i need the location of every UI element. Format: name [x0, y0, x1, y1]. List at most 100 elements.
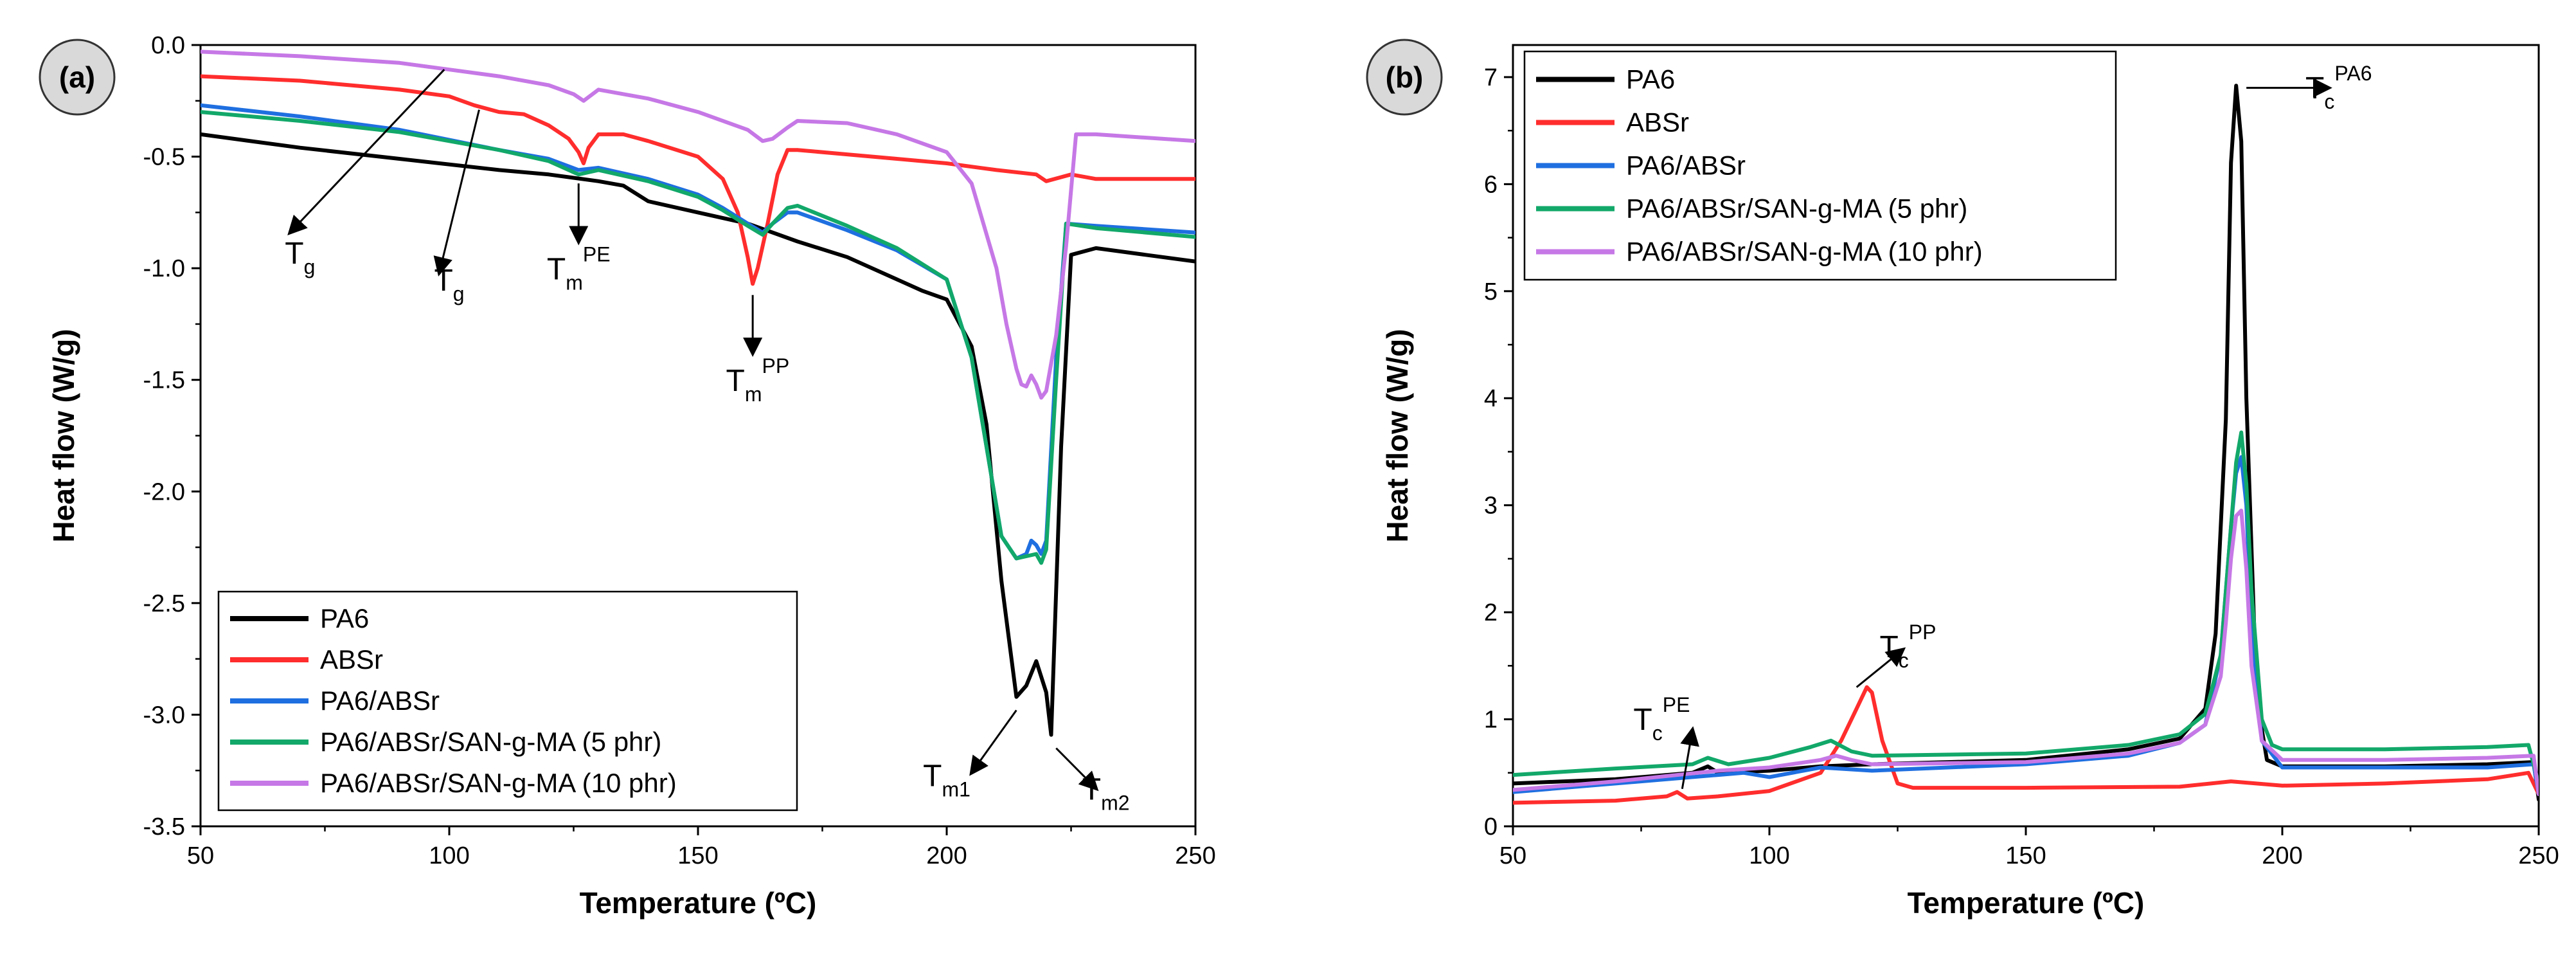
y-tick-label: 3: [1484, 493, 1498, 520]
annotation-label: TcPP: [1879, 621, 1936, 672]
series-line-pa6-absr-san-g-ma-10-phr: [201, 50, 1195, 400]
annotation-arrow: [433, 109, 480, 277]
annotation-label: Tm2: [1082, 772, 1130, 814]
legend-label-pa6: PA6: [320, 603, 369, 633]
y-tick-label: -1.0: [143, 255, 185, 282]
y-tick-label: -3.5: [143, 813, 185, 840]
annotation-tg1: Tg: [285, 69, 445, 278]
x-tick-label: 150: [677, 842, 718, 869]
annotation-subscript: m: [566, 271, 583, 295]
y-tick-label: 5: [1484, 278, 1498, 305]
y-tick-label: 0: [1484, 813, 1498, 840]
series-line-pa6: [201, 132, 1195, 737]
y-tick-label: -2.0: [143, 478, 185, 505]
annotation-tmpp: TmPP: [726, 295, 790, 406]
annotation-arrow: [1856, 647, 1906, 688]
y-tick-label: -3.0: [143, 702, 185, 729]
y-tick-label: 0.0: [151, 32, 185, 59]
y-tick-label: -2.5: [143, 590, 185, 617]
legend-box: [1523, 50, 2117, 281]
annotation-base: T: [547, 253, 566, 287]
annotation-subscript: m2: [1101, 791, 1129, 814]
annotation-label: Tg: [434, 264, 464, 305]
y-axis-title: Heat flow (W/g): [47, 329, 80, 542]
legend-label-absr: ABSr: [320, 644, 383, 675]
annotation-superscript: PE: [1663, 693, 1690, 716]
annotation-label: Tg: [285, 237, 315, 278]
y-tick-label: 2: [1484, 599, 1498, 626]
annotation-superscript: PA6: [2334, 62, 2372, 85]
annotation-subscript: m: [745, 383, 762, 406]
annotation-base: T: [2305, 71, 2324, 105]
y-tick-label: -1.5: [143, 367, 185, 394]
annotation-subscript: g: [304, 255, 316, 278]
annotation-base: T: [923, 759, 942, 794]
annotation-base: T: [1633, 703, 1652, 737]
legend-label-pa6: PA6: [1626, 64, 1675, 95]
annotation-arrow: [1055, 747, 1099, 792]
annotation-subscript: m1: [942, 778, 970, 801]
x-tick-label: 50: [1499, 842, 1526, 869]
x-tick-label: 100: [429, 842, 469, 869]
legend: PA6 ABSr PA6/ABSr PA6/ABSr/SAN-g-MA (5 phr)…: [1523, 50, 2117, 281]
annotation-tcpe: TcPE: [1633, 693, 1699, 790]
legend-label-pa6-absr-san-g-ma-10-phr: PA6/ABSr/SAN-g-MA (10 phr): [320, 768, 677, 798]
legend-label-pa6-absr-san-g-ma-5-phr: PA6/ABSr/SAN-g-MA (5 phr): [1626, 194, 1967, 224]
annotation-superscript: PP: [1909, 621, 1936, 644]
annotation-superscript: PP: [762, 354, 790, 377]
annotation-subscript: c: [2324, 90, 2334, 113]
annotation-tmpe: TmPE: [547, 183, 611, 295]
series-line-pa6-absr-san-g-ma-10-phr: [1513, 509, 2539, 797]
annotation-base: T: [434, 264, 452, 298]
x-tick-label: 200: [2262, 842, 2302, 869]
y-tick-label: -0.5: [143, 144, 185, 171]
x-axis-title: Temperature (ºC): [580, 886, 817, 920]
annotation-arrow: [1680, 726, 1699, 790]
y-tick-label: 1: [1484, 707, 1498, 734]
annotation-arrow: [287, 69, 445, 235]
series-line-pa6-absr-san-g-ma-5-phr: [1513, 430, 2539, 786]
annotation-label: TmPE: [547, 243, 611, 295]
x-tick-label: 150: [2005, 842, 2046, 869]
annotation-subscript: c: [1652, 722, 1663, 745]
legend-label-pa6-absr-san-g-ma-5-phr: PA6/ABSr/SAN-g-MA (5 phr): [320, 727, 661, 757]
y-tick-label: 6: [1484, 171, 1498, 198]
annotation-arrow: [969, 709, 1017, 776]
x-tick-label: 250: [1175, 842, 1215, 869]
annotation-superscript: PE: [583, 243, 611, 266]
legend-label-absr: ABSr: [1626, 107, 1689, 138]
annotation-base: T: [1082, 772, 1101, 806]
annotation-label: TcPA6: [2305, 62, 2372, 113]
annotation-tm1: Tm1: [923, 709, 1017, 801]
series-line-pa6-absr: [1513, 455, 2539, 797]
x-tick-label: 250: [2518, 842, 2559, 869]
y-tick-label: 7: [1484, 64, 1498, 91]
annotation-tm2: Tm2: [1055, 747, 1130, 814]
annotation-tcpp: TcPP: [1856, 621, 1936, 688]
panel-b: (b) 50 100 150 200 250 0 1 2 3 4 5 6 7 Temperature (ºC…: [1366, 39, 2559, 920]
annotation-label: Tm1: [923, 759, 970, 801]
annotation-base: T: [726, 364, 745, 398]
annotation-label: TcPE: [1633, 693, 1690, 745]
annotation-subscript: g: [453, 282, 465, 305]
legend-label-pa6-absr: PA6/ABSr: [1626, 150, 1746, 181]
x-tick-label: 200: [926, 842, 967, 869]
annotation-tg2: Tg: [433, 109, 480, 305]
series-line-pa6-absr-san-g-ma-5-phr: [201, 110, 1195, 565]
panel-label-circle: [39, 39, 116, 116]
annotation-base: T: [285, 237, 303, 271]
panel-label-circle: [1366, 39, 1443, 116]
x-tick-label: 100: [1749, 842, 1789, 869]
series-line-absr: [201, 74, 1195, 286]
panel-a: (a) 50 100 150 200 250 0.0 -0.5 -1.0 -1.5 -2.0 -2.5…: [39, 32, 1216, 920]
annotation-subscript: c: [1899, 649, 1909, 672]
panel-label: (a): [59, 60, 95, 94]
series-group: [201, 50, 1195, 737]
legend-label-pa6-absr: PA6/ABSr: [320, 685, 440, 716]
annotation-tcpa6: TcPA6: [2246, 62, 2372, 113]
series-group: [1513, 84, 2539, 805]
panel-label: (b): [1386, 60, 1424, 94]
x-tick-label: 50: [187, 842, 214, 869]
y-axis-title: Heat flow (W/g): [1381, 329, 1414, 542]
